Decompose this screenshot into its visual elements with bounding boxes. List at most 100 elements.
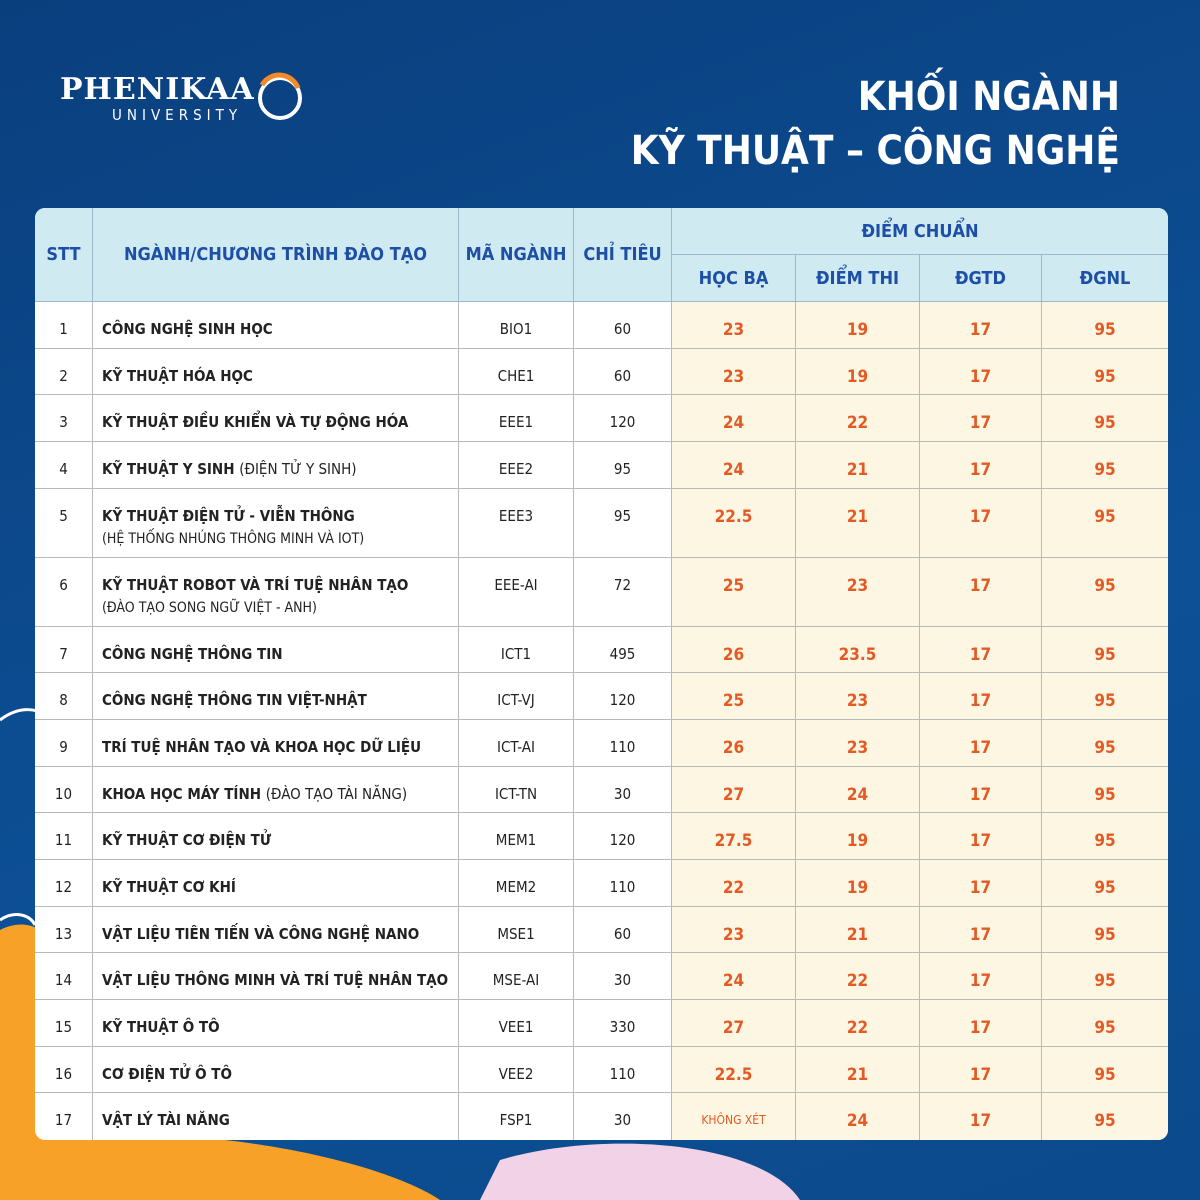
row: 1 CÔNG NGHỆ SINH HỌC BIO1 60 23 19 17 95	[35, 302, 1169, 349]
score: 24	[796, 766, 920, 814]
score: 17	[920, 302, 1042, 349]
col-header: NGÀNH/CHƯƠNG TRÌNH ĐÀO TẠO	[93, 208, 459, 302]
score: 95	[1042, 859, 1169, 907]
program: KỸ THUẬT Ô TÔ	[93, 999, 459, 1047]
program-detail: (HỆ THỐNG NHÚNG THÔNG MINH VÀ IOT)	[102, 530, 365, 547]
stt: 10	[35, 766, 93, 814]
row: 11 KỸ THUẬT CƠ ĐIỆN TỬ MEM1 120 27.5 19 17 95	[35, 813, 1169, 860]
program-name: KỸ THUẬT CƠ KHÍ	[102, 877, 236, 896]
code: EEE3	[459, 488, 574, 558]
sub-header: ĐIỂM THI	[796, 255, 920, 302]
group-header: ĐIỂM CHUẨN	[672, 208, 1169, 255]
score: 21	[796, 1046, 920, 1094]
program: VẬT LIỆU THÔNG MINH VÀ TRÍ TUỆ NHÂN TẠO	[93, 953, 459, 1000]
score: 95	[1042, 488, 1169, 558]
quota: 30	[574, 1093, 672, 1140]
stt: 12	[35, 859, 93, 907]
score: 23	[672, 302, 796, 349]
score: 17	[920, 766, 1042, 814]
score: 17	[920, 673, 1042, 720]
score: 23	[672, 348, 796, 396]
code: EEE2	[459, 441, 574, 489]
score: 23.5	[796, 626, 920, 674]
sub-header: HỌC BẠ	[672, 255, 796, 302]
stt: 2	[35, 348, 93, 396]
row: 13 VẬT LIỆU TIÊN TIẾN VÀ CÔNG NGHỆ NANO MS…	[35, 906, 1169, 954]
program-name: CÔNG NGHỆ THÔNG TIN	[102, 644, 283, 663]
score: 95	[1042, 673, 1169, 720]
program: KỸ THUẬT CƠ KHÍ	[93, 859, 459, 907]
stt: 16	[35, 1046, 93, 1094]
program-name: VẬT LIỆU THÔNG MINH VÀ TRÍ TUỆ NHÂN TẠO	[102, 971, 449, 990]
program-name: KỸ THUẬT CƠ ĐIỆN TỬ	[102, 831, 272, 850]
score: 25	[672, 673, 796, 720]
score: 22	[796, 395, 920, 442]
program-name: KỸ THUẬT ĐIỆN TỬ - VIỄN THÔNG	[102, 506, 355, 525]
quota: 60	[574, 302, 672, 349]
program: KHOA HỌC MÁY TÍNH (ĐÀO TẠO TÀI NĂNG)	[93, 766, 459, 814]
score: 95	[1042, 813, 1169, 860]
row: 10 KHOA HỌC MÁY TÍNH (ĐÀO TẠO TÀI NĂNG) IC…	[35, 766, 1169, 814]
stt: 1	[35, 302, 93, 349]
program-name: KỸ THUẬT Y SINH	[102, 459, 235, 478]
quota: 120	[574, 813, 672, 860]
stt: 15	[35, 999, 93, 1047]
stt: 17	[35, 1093, 93, 1140]
stt: 9	[35, 719, 93, 767]
col-header: MÃ NGÀNH	[459, 208, 574, 302]
program-name: KHOA HỌC MÁY TÍNH	[102, 784, 262, 803]
score: 17	[920, 488, 1042, 558]
program-note: (ĐIỆN TỬ Y SINH)	[239, 459, 357, 478]
score: 19	[796, 302, 920, 349]
code: FSP1	[459, 1093, 574, 1140]
row: 3 KỸ THUẬT ĐIỀU KHIỂN VÀ TỰ ĐỘNG HÓA EEE1 1…	[35, 395, 1169, 442]
quota: 30	[574, 953, 672, 1000]
score: 22	[796, 953, 920, 1000]
score: 22.5	[672, 488, 796, 558]
program: CÔNG NGHỆ SINH HỌC	[93, 302, 459, 349]
score: KHÔNG XÉT	[672, 1093, 796, 1140]
row: 9 TRÍ TUỆ NHÂN TẠO VÀ KHOA HỌC DỮ LIỆU ICT…	[35, 719, 1169, 767]
logo: PHENIKAA	[60, 72, 255, 107]
stt: 4	[35, 441, 93, 489]
row: 8 CÔNG NGHỆ THÔNG TIN VIỆT-NHẬT ICT-VJ 120 2…	[35, 673, 1169, 720]
row: 17 VẬT LÝ TÀI NĂNG FSP1 30 KHÔNG XÉT 24 17 95	[35, 1093, 1169, 1140]
score: 17	[920, 441, 1042, 489]
program: KỸ THUẬT ROBOT VÀ TRÍ TUỆ NHÂN TẠO (ĐÀO T…	[93, 557, 459, 627]
code: VEE1	[459, 999, 574, 1047]
program-name: KỸ THUẬT ĐIỀU KHIỂN VÀ TỰ ĐỘNG HÓA	[102, 413, 409, 432]
score: 95	[1042, 441, 1169, 489]
program: KỸ THUẬT ĐIỆN TỬ - VIỄN THÔNG (HỆ THỐNG N…	[93, 488, 459, 558]
sub-header: ĐGNL	[1042, 255, 1169, 302]
quota: 30	[574, 766, 672, 814]
program-name: KỸ THUẬT HÓA HỌC	[102, 366, 253, 385]
stt: 14	[35, 953, 93, 1000]
code: EEE-AI	[459, 557, 574, 627]
score: 24	[672, 953, 796, 1000]
quota: 110	[574, 1046, 672, 1094]
score: 95	[1042, 906, 1169, 954]
quota: 95	[574, 488, 672, 558]
row: 16 CƠ ĐIỆN TỬ Ô TÔ VEE2 110 22.5 21 17 95	[35, 1046, 1169, 1094]
quota: 110	[574, 719, 672, 767]
program: KỸ THUẬT ĐIỀU KHIỂN VÀ TỰ ĐỘNG HÓA	[93, 395, 459, 442]
quota: 120	[574, 395, 672, 442]
score: 17	[920, 1046, 1042, 1094]
score: 22	[796, 999, 920, 1047]
program: KỸ THUẬT CƠ ĐIỆN TỬ	[93, 813, 459, 860]
stt: 5	[35, 488, 93, 558]
program: KỸ THUẬT Y SINH (ĐIỆN TỬ Y SINH)	[93, 441, 459, 489]
score: 23	[672, 906, 796, 954]
score: 17	[920, 626, 1042, 674]
program-name: VẬT LÝ TÀI NĂNG	[102, 1111, 230, 1130]
score: 24	[672, 395, 796, 442]
score: 23	[796, 719, 920, 767]
score: 27	[672, 999, 796, 1047]
quota: 495	[574, 626, 672, 674]
sub-header: ĐGTD	[920, 255, 1042, 302]
score: 19	[796, 348, 920, 396]
code: VEE2	[459, 1046, 574, 1094]
score: 23	[796, 557, 920, 627]
stt: 11	[35, 813, 93, 860]
